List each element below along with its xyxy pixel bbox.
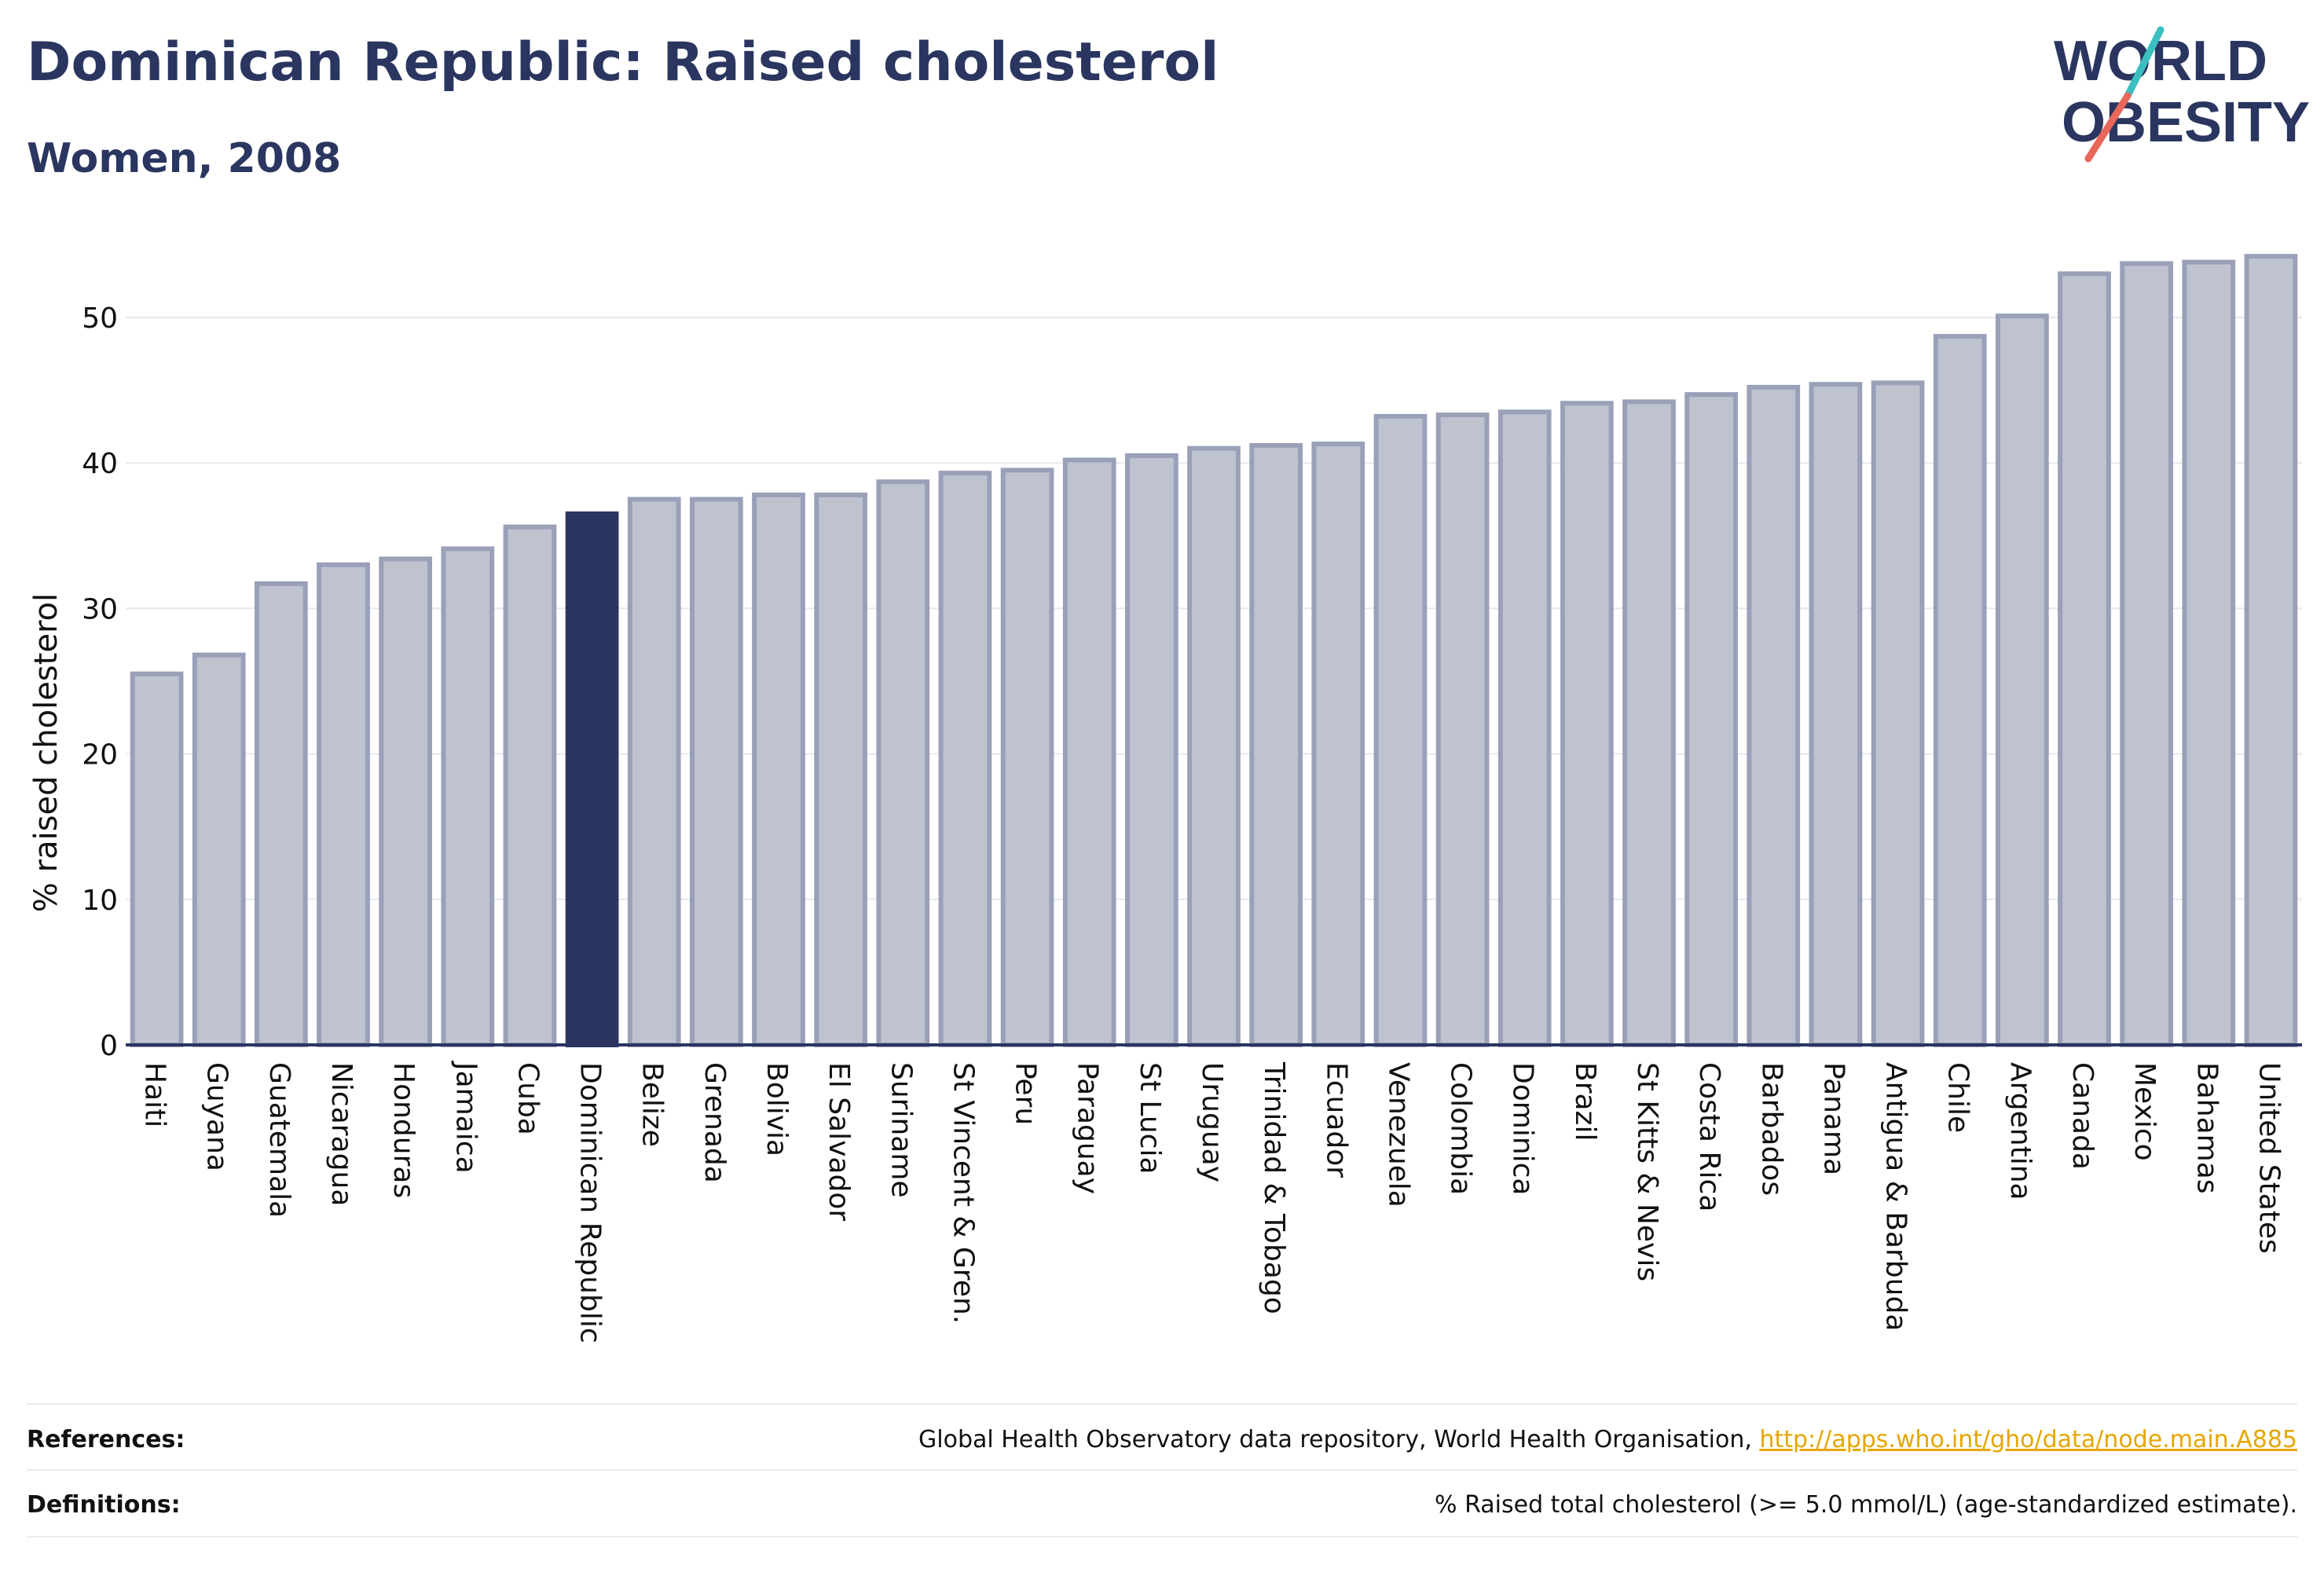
x-tick-label: Haiti bbox=[139, 1062, 171, 1127]
x-tick-label: Suriname bbox=[885, 1062, 917, 1198]
bar bbox=[503, 524, 557, 1047]
x-tick-label: Guyana bbox=[201, 1062, 233, 1171]
bar bbox=[1747, 384, 1801, 1047]
x-tick-label: Paraguay bbox=[1072, 1062, 1104, 1194]
bar bbox=[876, 479, 930, 1047]
bar bbox=[814, 492, 868, 1047]
x-tick-label: Antigua & Barbuda bbox=[1880, 1062, 1912, 1331]
bar bbox=[317, 562, 370, 1047]
x-tick-label: Panama bbox=[1817, 1062, 1849, 1175]
bar-chart: 0 10 20 30 40 50 Haiti Guyana Guatemala Nicaragu… bbox=[28, 254, 2302, 1343]
bar bbox=[2244, 254, 2298, 1047]
x-tick-label: Canada bbox=[2066, 1062, 2099, 1170]
bar bbox=[689, 497, 743, 1047]
x-tick-label: Dominican Republic bbox=[574, 1062, 607, 1343]
y-tick-labels: 0 10 20 30 40 50 bbox=[82, 302, 118, 1062]
bar bbox=[1249, 442, 1303, 1047]
bar bbox=[1187, 445, 1241, 1047]
bar bbox=[1871, 380, 1925, 1047]
definitions-row: Definitions: % Raised total cholesterol … bbox=[27, 1473, 2297, 1536]
bar-highlighted bbox=[565, 511, 619, 1047]
bar bbox=[1000, 467, 1054, 1047]
references-link[interactable]: http://apps.who.int/gho/data/node.main.A… bbox=[1759, 1425, 2297, 1453]
bar bbox=[379, 556, 433, 1047]
bar bbox=[1311, 442, 1365, 1047]
x-tick-labels: Haiti Guyana Guatemala Nicaragua Honduras Jam… bbox=[139, 1061, 2286, 1343]
bar bbox=[1560, 401, 1614, 1047]
y-tick-label: 50 bbox=[82, 302, 118, 335]
x-tick-label: St Vincent & Gren. bbox=[947, 1062, 979, 1324]
x-tick-label: El Salvador bbox=[823, 1062, 855, 1221]
bar bbox=[441, 546, 495, 1047]
definitions-label: Definitions: bbox=[27, 1490, 181, 1519]
x-tick-label: Grenada bbox=[698, 1062, 731, 1183]
references-label: References: bbox=[27, 1425, 185, 1453]
bar bbox=[1497, 409, 1552, 1047]
bar bbox=[2058, 271, 2111, 1047]
y-tick-label: 0 bbox=[100, 1030, 118, 1062]
x-tick-label: St Lucia bbox=[1134, 1062, 1166, 1175]
x-tick-label: Cuba bbox=[511, 1062, 544, 1135]
x-tick-label: Jamaica bbox=[449, 1061, 482, 1174]
bar bbox=[1995, 313, 2049, 1047]
bar bbox=[2182, 259, 2236, 1047]
bars bbox=[130, 254, 2298, 1047]
x-tick-label: Brazil bbox=[1569, 1062, 1601, 1141]
logo-slash-red bbox=[2084, 92, 2132, 163]
x-tick-label: Bolivia bbox=[761, 1062, 793, 1156]
logo-line1: WORLD bbox=[2054, 30, 2267, 93]
bar bbox=[254, 581, 308, 1047]
bar bbox=[1933, 334, 1987, 1047]
x-tick-label: Honduras bbox=[387, 1062, 420, 1198]
references-row: References: Global Health Observatory da… bbox=[27, 1408, 2297, 1471]
bar bbox=[2120, 261, 2174, 1047]
x-tick-label: Colombia bbox=[1445, 1062, 1477, 1195]
bar bbox=[1684, 392, 1739, 1047]
y-axis-label: % raised cholesterol bbox=[28, 593, 64, 912]
world-obesity-logo: WORLD OBESITY bbox=[2054, 26, 2310, 163]
bar bbox=[1435, 412, 1490, 1047]
x-tick-label: Uruguay bbox=[1196, 1062, 1228, 1182]
x-tick-label: Ecuador bbox=[1320, 1062, 1352, 1178]
x-tick-label: Trinidad & Tobago bbox=[1258, 1061, 1290, 1314]
x-tick-label: Argentina bbox=[2004, 1062, 2036, 1200]
footer-bottom-rule bbox=[27, 1536, 2297, 1538]
references-text: Global Health Observatory data repositor… bbox=[918, 1425, 1760, 1453]
y-tick-label: 10 bbox=[82, 885, 118, 917]
x-tick-label: Peru bbox=[1010, 1062, 1042, 1125]
references-value: Global Health Observatory data repositor… bbox=[918, 1426, 2297, 1453]
y-tick-label: 30 bbox=[82, 593, 118, 625]
y-tick-label: 40 bbox=[82, 448, 118, 480]
x-tick-label: Nicaragua bbox=[325, 1062, 357, 1206]
bar bbox=[1373, 413, 1428, 1047]
y-tick-label: 20 bbox=[82, 739, 118, 772]
x-tick-label: Chile bbox=[1942, 1062, 1974, 1133]
x-tick-label: Barbados bbox=[1755, 1062, 1787, 1196]
x-tick-label: Costa Rica bbox=[1693, 1062, 1725, 1211]
footer-middle-rule bbox=[27, 1469, 2297, 1471]
x-tick-label: Guatemala bbox=[263, 1062, 295, 1218]
footer-top-rule bbox=[27, 1403, 2297, 1405]
x-tick-label: St Kitts & Nevis bbox=[1631, 1062, 1663, 1281]
x-tick-label: Mexico bbox=[2128, 1062, 2161, 1161]
bar bbox=[752, 492, 805, 1047]
x-tick-label: Bahamas bbox=[2190, 1062, 2223, 1194]
x-tick-label: Belize bbox=[636, 1062, 669, 1147]
definitions-text: % Raised total cholesterol (>= 5.0 mmol/… bbox=[1435, 1490, 2297, 1519]
logo-slash-teal bbox=[2124, 26, 2165, 100]
bar bbox=[1124, 453, 1178, 1047]
bar bbox=[1622, 399, 1676, 1047]
bar bbox=[1809, 382, 1863, 1047]
bar bbox=[627, 497, 681, 1047]
chart-title: Dominican Republic: Raised cholesterol bbox=[27, 31, 1219, 93]
x-tick-label: United States bbox=[2253, 1062, 2285, 1254]
bar bbox=[1062, 457, 1116, 1047]
bar bbox=[192, 652, 246, 1047]
bar bbox=[938, 471, 992, 1047]
x-tick-label: Dominica bbox=[1507, 1062, 1539, 1196]
logo-line2: OBESITY bbox=[2062, 91, 2310, 154]
x-tick-label: Venezuela bbox=[1382, 1062, 1414, 1208]
bar bbox=[130, 671, 184, 1047]
chart-subtitle: Women, 2008 bbox=[27, 135, 342, 182]
